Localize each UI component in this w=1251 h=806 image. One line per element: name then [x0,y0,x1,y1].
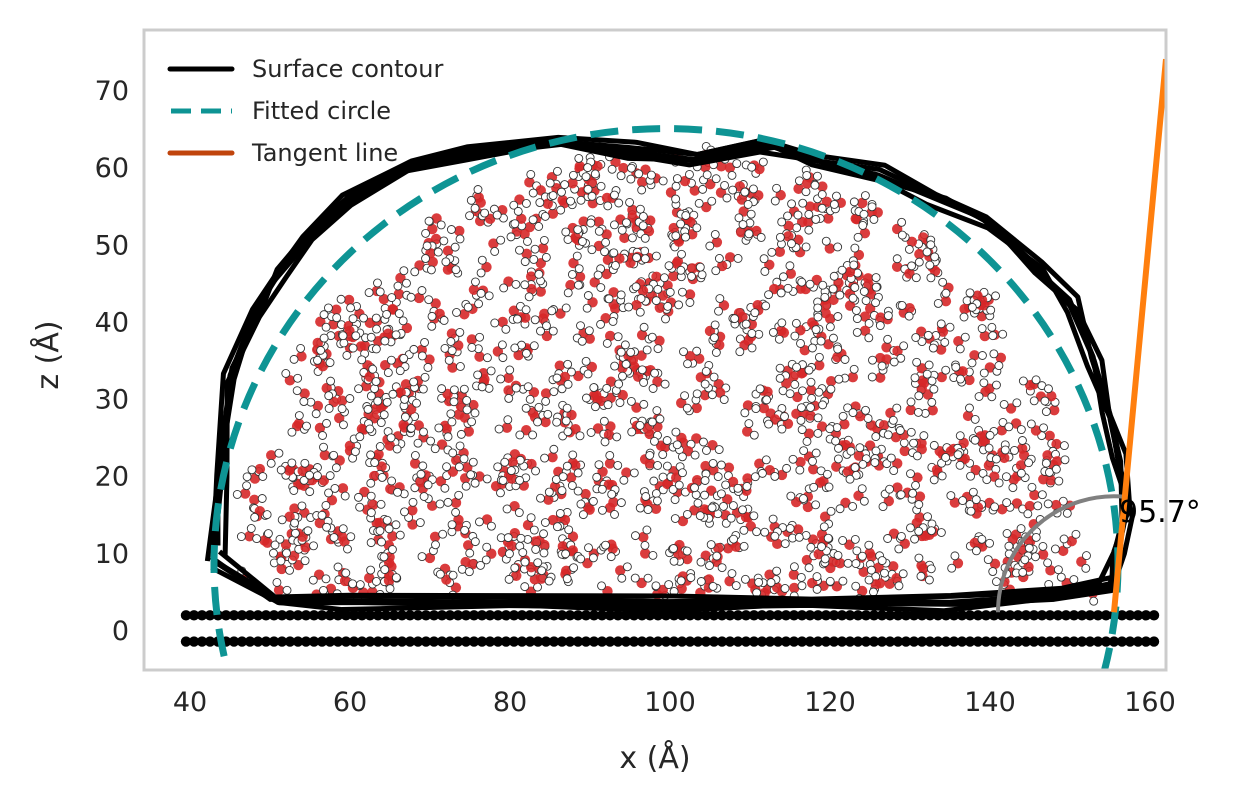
y-tick-label: 30 [95,385,129,416]
x-tick-label: 60 [333,687,367,718]
y-tick-label: 0 [112,616,129,647]
tangent-line [1111,58,1166,613]
y-tick-label: 10 [95,539,129,570]
legend-label-tangent-line: Tangent line [251,139,398,167]
water-molecules [232,141,1099,607]
x-tick-label: 40 [173,687,207,718]
x-tick-label: 80 [493,687,527,718]
x-tick-label: 140 [964,687,1016,718]
y-tick-label: 50 [95,230,129,261]
substrate-atoms [180,610,1160,647]
x-tick-label: 160 [1124,687,1176,718]
axes-frame [142,28,1168,672]
x-axis-label: x (Å) [619,740,690,776]
surface-contour [204,134,1135,614]
y-axis-label: z (Å) [30,320,66,389]
y-tick-label: 20 [95,462,129,493]
legend-label-fitted-circle: Fitted circle [252,97,391,125]
y-tick-label: 40 [95,307,129,338]
legend-label-surface-contour: Surface contour [252,55,443,83]
angle-arc [996,494,1126,613]
y-tick-label: 60 [95,153,129,184]
x-tick-label: 120 [804,687,856,718]
contact-angle-label: 95.7° [1119,495,1201,530]
x-tick-label: 100 [644,687,696,718]
legend: Surface contour Fitted circle Tangent li… [167,55,443,167]
y-tick-labels: 0 10 20 30 40 50 60 70 [95,76,129,647]
x-tick-labels: 40 60 80 100 120 140 160 [173,687,1176,718]
y-tick-label: 70 [95,76,129,107]
